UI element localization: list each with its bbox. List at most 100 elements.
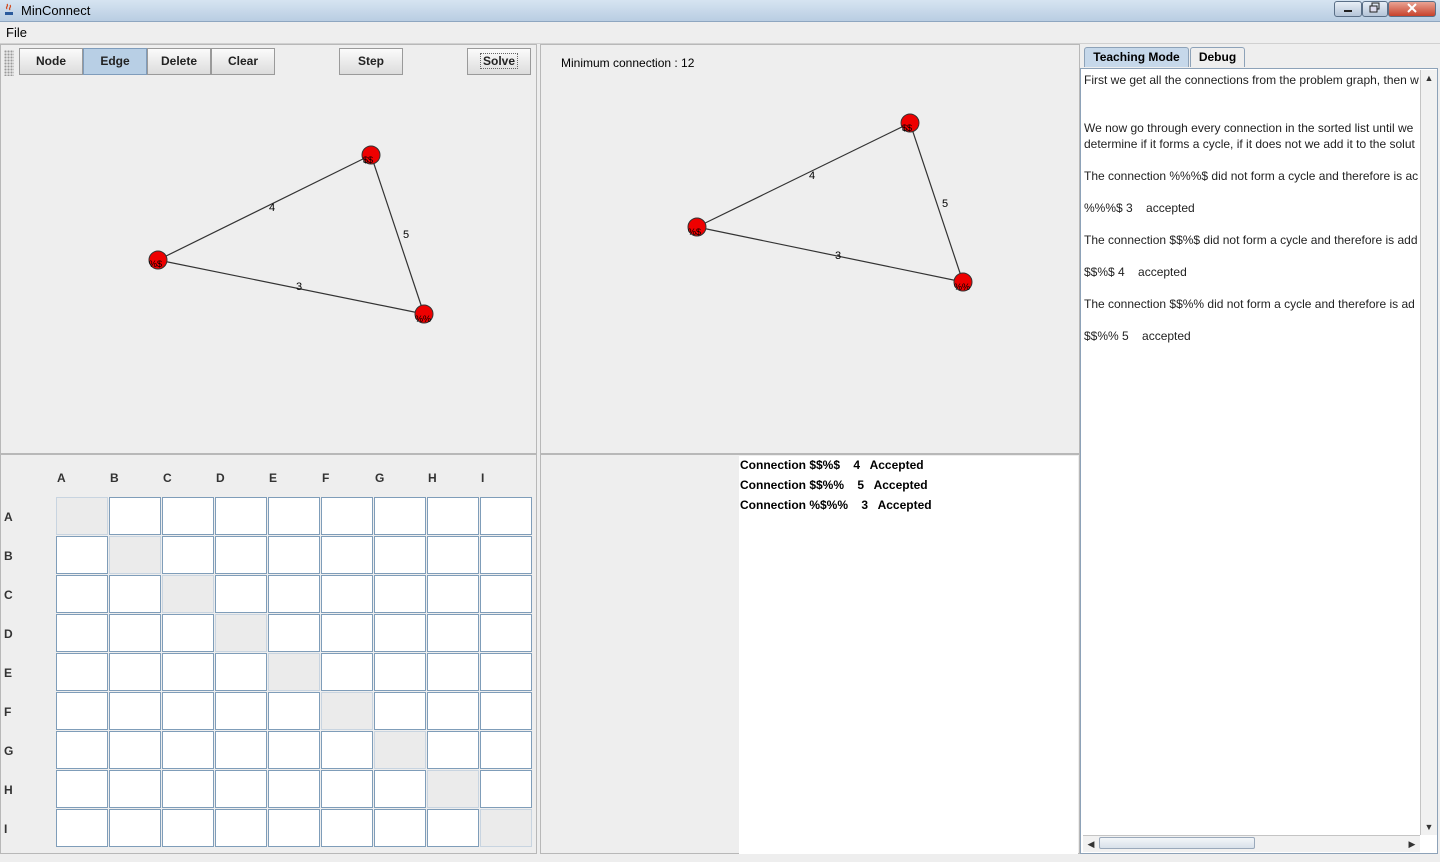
matrix-cell[interactable] [56,614,108,652]
matrix-cell[interactable] [321,770,373,808]
tab-teaching-mode[interactable]: Teaching Mode [1084,47,1189,67]
matrix-cell[interactable] [109,497,161,535]
matrix-cell[interactable] [480,614,532,652]
matrix-cell[interactable] [268,497,320,535]
matrix-cell[interactable] [268,575,320,613]
matrix-cell[interactable] [109,614,161,652]
matrix-cell[interactable] [374,692,426,730]
matrix-cell[interactable] [268,614,320,652]
matrix-cell[interactable] [374,653,426,691]
matrix-cell[interactable] [162,536,214,574]
matrix-cell[interactable] [427,575,479,613]
tab-debug[interactable]: Debug [1190,47,1245,67]
matrix-cell[interactable] [480,575,532,613]
matrix-cell[interactable] [109,809,161,847]
matrix-cell[interactable] [321,575,373,613]
matrix-cell[interactable] [480,692,532,730]
edge-line[interactable] [370,154,425,315]
node-button[interactable]: Node [19,48,83,75]
matrix-cell[interactable] [480,536,532,574]
graph-node[interactable] [361,145,381,165]
matrix-cell[interactable] [427,809,479,847]
matrix-cell[interactable] [427,536,479,574]
vertical-scrollbar[interactable]: ▲ ▼ [1420,70,1437,835]
graph-node[interactable] [414,304,434,324]
matrix-cell[interactable] [215,731,267,769]
clear-button[interactable]: Clear [211,48,275,75]
matrix-cell[interactable] [480,497,532,535]
matrix-cell[interactable] [162,731,214,769]
matrix-cell[interactable] [374,614,426,652]
menu-file[interactable]: File [6,25,27,40]
matrix-cell[interactable] [268,809,320,847]
solve-button[interactable]: Solve [467,48,531,75]
matrix-cell[interactable] [56,575,108,613]
restore-button[interactable] [1362,1,1388,17]
close-button[interactable] [1388,1,1436,17]
matrix-cell[interactable] [162,770,214,808]
matrix-cell[interactable] [321,653,373,691]
matrix-cell[interactable] [215,809,267,847]
matrix-cell[interactable] [321,536,373,574]
matrix-cell[interactable] [215,536,267,574]
matrix-cell[interactable] [268,731,320,769]
matrix-cell[interactable] [374,809,426,847]
matrix-cell[interactable] [215,653,267,691]
scroll-left-icon[interactable]: ◀ [1087,839,1095,849]
scroll-up-icon[interactable]: ▲ [1424,73,1434,83]
matrix-cell[interactable] [162,809,214,847]
edge-line[interactable] [157,154,372,261]
matrix-cell[interactable] [374,575,426,613]
toolbar-grip[interactable] [4,50,14,76]
graph-node[interactable] [148,250,168,270]
matrix-cell[interactable] [268,536,320,574]
matrix-cell[interactable] [268,692,320,730]
matrix-cell[interactable] [374,536,426,574]
horizontal-scroll-thumb[interactable] [1099,837,1255,849]
matrix-cell[interactable] [427,614,479,652]
scroll-right-icon[interactable]: ▶ [1408,839,1416,849]
matrix-cell[interactable] [427,731,479,769]
matrix-cell[interactable] [56,536,108,574]
matrix-cell[interactable] [109,731,161,769]
matrix-cell[interactable] [109,692,161,730]
matrix-cell[interactable] [56,731,108,769]
matrix-cell[interactable] [374,770,426,808]
matrix-cell[interactable] [321,809,373,847]
matrix-cell[interactable] [427,497,479,535]
matrix-cell[interactable] [56,809,108,847]
edge-button[interactable]: Edge [83,48,147,75]
teaching-text-area[interactable]: First we get all the connections from th… [1080,68,1438,854]
input-graph-panel[interactable] [0,44,537,454]
matrix-cell[interactable] [427,653,479,691]
matrix-cell[interactable] [215,575,267,613]
matrix-cell[interactable] [162,614,214,652]
delete-button[interactable]: Delete [147,48,211,75]
matrix-cell[interactable] [56,692,108,730]
edge-line[interactable] [157,259,425,315]
step-button[interactable]: Step [339,48,403,75]
matrix-cell[interactable] [321,497,373,535]
matrix-cell[interactable] [268,770,320,808]
matrix-cell[interactable] [162,692,214,730]
matrix-cell[interactable] [321,614,373,652]
matrix-cell[interactable] [109,770,161,808]
matrix-cell[interactable] [427,692,479,730]
matrix-cell[interactable] [480,731,532,769]
matrix-cell[interactable] [109,575,161,613]
matrix-cell[interactable] [162,497,214,535]
matrix-cell[interactable] [480,653,532,691]
matrix-cell[interactable] [480,770,532,808]
matrix-cell[interactable] [215,497,267,535]
scroll-down-icon[interactable]: ▼ [1424,822,1434,832]
minimize-button[interactable] [1334,1,1362,17]
matrix-cell[interactable] [109,653,161,691]
matrix-cell[interactable] [56,770,108,808]
matrix-cell[interactable] [321,731,373,769]
matrix-cell[interactable] [56,653,108,691]
matrix-cell[interactable] [162,653,214,691]
input-graph[interactable]: 4 5 3 $$ %$ %% [0,80,537,452]
matrix-cell[interactable] [215,770,267,808]
matrix-cell[interactable] [374,497,426,535]
matrix-cell[interactable] [215,692,267,730]
